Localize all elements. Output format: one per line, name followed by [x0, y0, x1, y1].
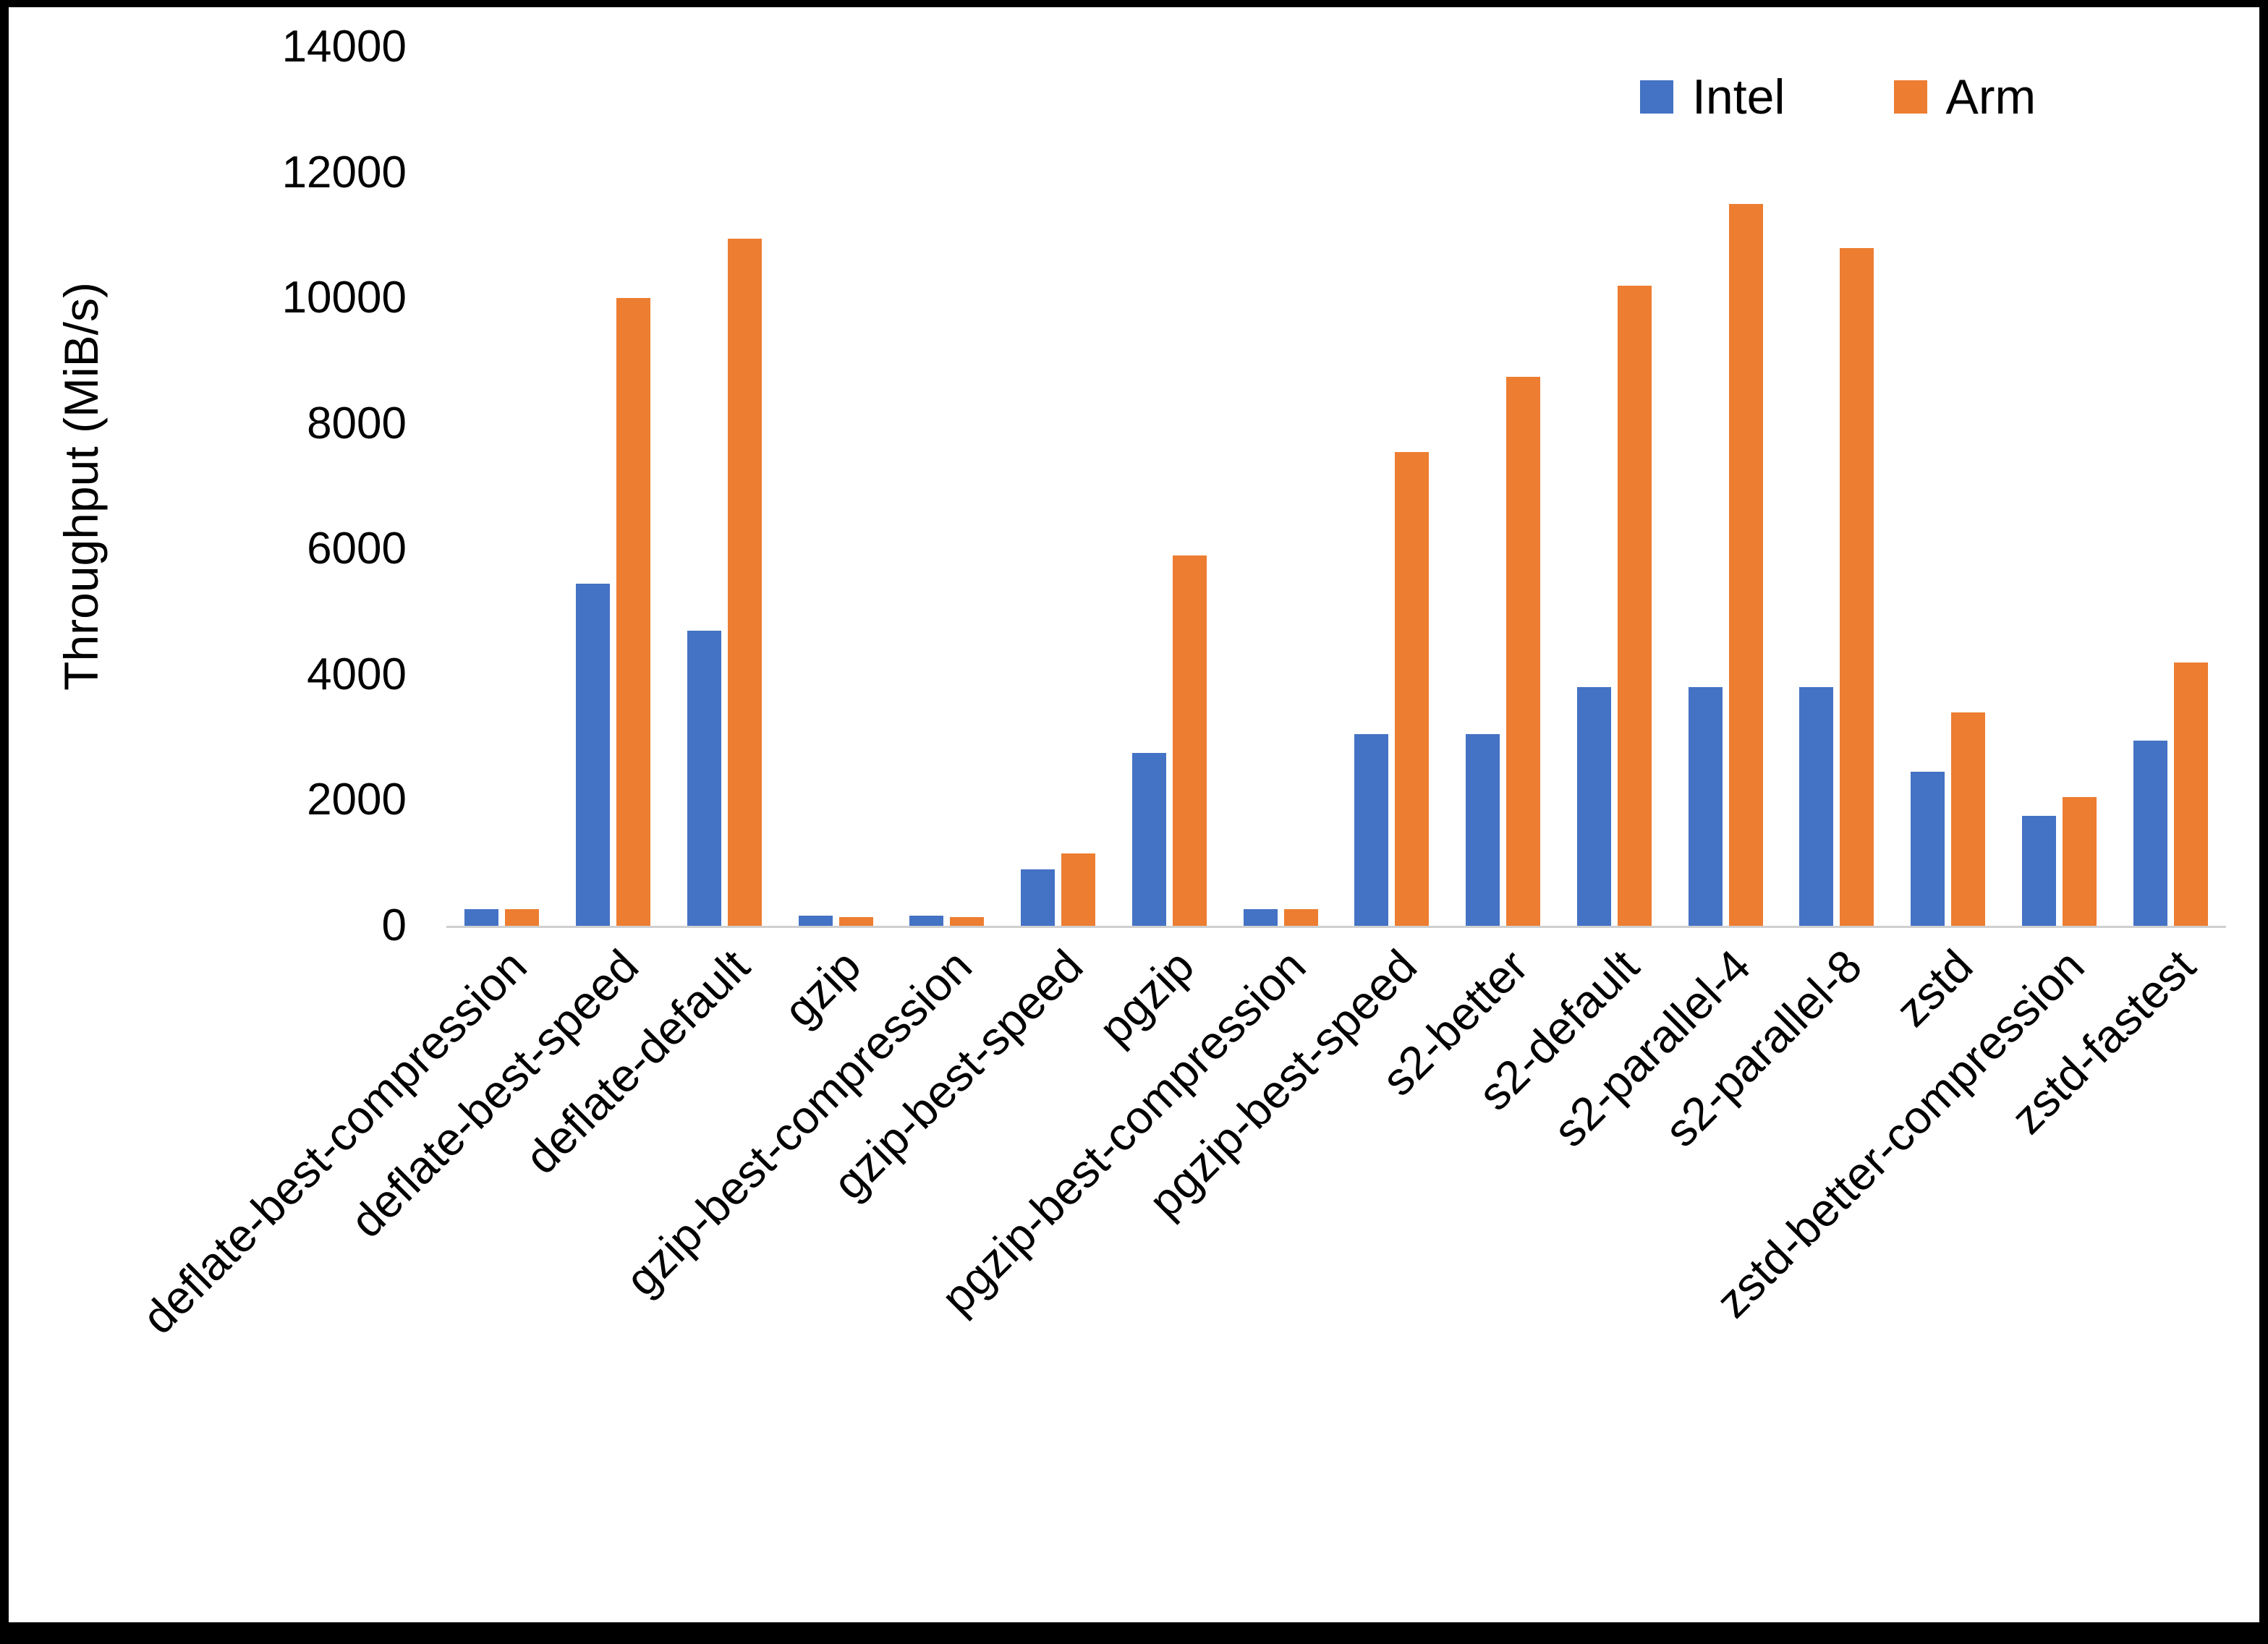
- bar-intel-zstd-fastest: [2133, 740, 2167, 926]
- bar-intel-pgzip-best-compression: [1243, 909, 1278, 926]
- y-tick-label: 10000: [281, 273, 407, 323]
- y-tick-label: 8000: [307, 398, 407, 448]
- bar-arm-s2-parallel-4: [1728, 203, 1763, 926]
- bar-arm-pgzip-best-speed: [1395, 451, 1430, 926]
- bar-arm-zstd-better-compression: [2062, 797, 2097, 926]
- bar-arm-gzip-best-compression: [950, 916, 985, 926]
- bar-intel-pgzip: [1131, 753, 1166, 926]
- bar-arm-deflate-best-compression: [505, 909, 540, 926]
- bar-arm-gzip: [838, 916, 873, 926]
- legend-swatch-arm: [1893, 80, 1927, 114]
- legend-label-intel: Intel: [1692, 69, 1785, 124]
- legend-swatch-intel: [1640, 80, 1673, 114]
- plot-area: [446, 47, 2226, 928]
- y-tick-label: 6000: [307, 524, 407, 574]
- bar-group-gzip: [780, 47, 891, 926]
- bar-group-gzip-best-speed: [1003, 47, 1114, 926]
- bar-group-pgzip-best-speed: [1336, 47, 1448, 926]
- bar-group-deflate-default: [669, 47, 781, 926]
- bar-group-deflate-best-speed: [558, 47, 669, 926]
- bar-arm-pgzip: [1172, 555, 1207, 926]
- y-tick-label: 0: [381, 900, 407, 950]
- bar-group-s2-parallel-8: [1781, 47, 1893, 926]
- bar-group-s2-better: [1448, 47, 1559, 926]
- y-tick-label: 4000: [307, 649, 407, 699]
- legend: Intel Arm: [1640, 72, 2036, 122]
- bar-group-gzip-best-compression: [891, 47, 1003, 926]
- y-tick-label: 12000: [281, 147, 407, 197]
- bar-arm-zstd: [1951, 712, 1986, 926]
- legend-item-arm: Arm: [1893, 69, 2036, 124]
- bar-intel-gzip-best-compression: [909, 916, 944, 926]
- bar-intel-zstd: [1911, 772, 1945, 926]
- bar-arm-s2-parallel-8: [1840, 247, 1874, 926]
- bar-arm-s2-default: [1617, 285, 1652, 926]
- bar-arm-deflate-default: [727, 238, 762, 926]
- bar-group-deflate-best-compression: [446, 47, 558, 926]
- x-axis-labels: deflate-best-compression deflate-best-spe…: [132, 940, 2226, 1614]
- bar-intel-deflate-default: [687, 631, 721, 926]
- bar-intel-s2-default: [1576, 687, 1611, 926]
- bar-group-zstd: [1893, 47, 2004, 926]
- bar-intel-gzip-best-speed: [1021, 869, 1056, 926]
- bar-group-zstd-fastest: [2115, 47, 2226, 926]
- bar-intel-deflate-best-speed: [576, 584, 611, 926]
- bar-intel-s2-parallel-8: [1799, 687, 1834, 926]
- x-tick-label: gzip: [773, 940, 871, 1037]
- y-tick-label: 14000: [281, 22, 407, 72]
- bar-group-zstd-better-compression: [2004, 47, 2115, 926]
- legend-label-arm: Arm: [1945, 69, 2036, 124]
- bar-group-pgzip: [1114, 47, 1226, 926]
- bar-group-s2-default: [1559, 47, 1670, 926]
- bar-arm-gzip-best-speed: [1061, 853, 1096, 926]
- bar-arm-zstd-fastest: [2173, 662, 2208, 926]
- bar-intel-s2-parallel-4: [1688, 687, 1723, 926]
- bar-group-pgzip-best-compression: [1225, 47, 1336, 926]
- bar-intel-gzip: [798, 916, 833, 926]
- bar-intel-pgzip-best-speed: [1354, 734, 1389, 926]
- bar-intel-zstd-better-compression: [2021, 816, 2056, 926]
- y-axis-title: Throughput (MiB/s): [54, 282, 108, 691]
- bar-arm-pgzip-best-compression: [1283, 909, 1318, 926]
- bar-group-s2-parallel-4: [1670, 47, 1781, 926]
- bar-intel-s2-better: [1466, 734, 1500, 926]
- y-axis-title-wrap: Throughput (MiB/s): [38, 47, 124, 926]
- y-axis-ticks: 0 2000 4000 6000 8000 10000 12000 14000: [124, 25, 407, 948]
- bar-arm-s2-better: [1506, 376, 1541, 926]
- bar-intel-deflate-best-compression: [464, 909, 499, 926]
- x-tick-label: zstd: [1885, 940, 1983, 1037]
- legend-item-intel: Intel: [1640, 72, 1785, 122]
- y-tick-label: 2000: [307, 775, 407, 825]
- bar-arm-deflate-best-speed: [616, 298, 651, 926]
